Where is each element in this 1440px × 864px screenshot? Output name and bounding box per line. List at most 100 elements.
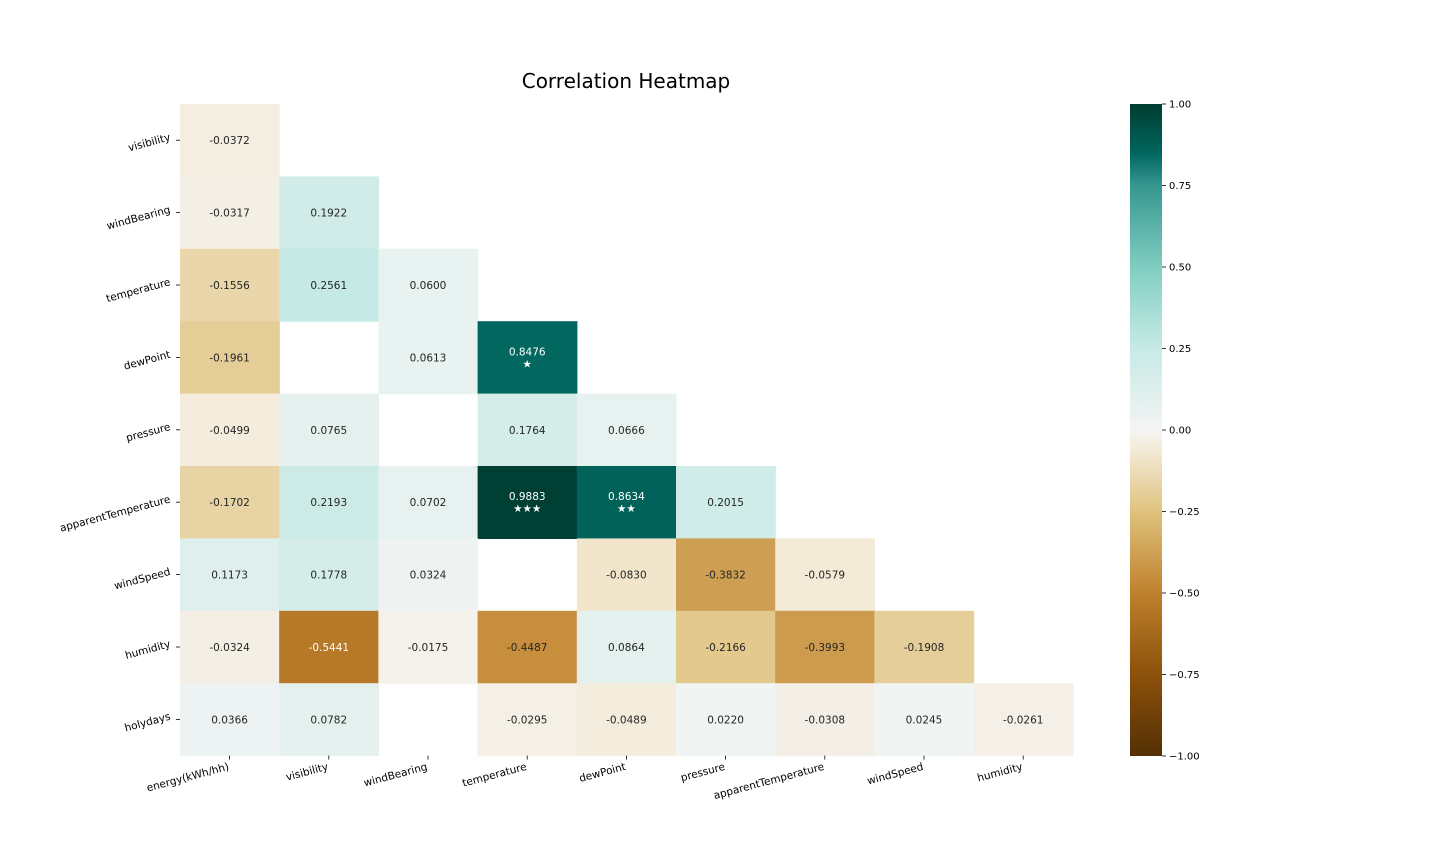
heatmap-cell <box>576 538 677 612</box>
cell-value-label: -0.0295 <box>507 714 548 726</box>
y-tick-label: windBearing <box>105 204 171 233</box>
heatmap-cell <box>676 538 776 612</box>
x-tick-label: visibility <box>285 761 330 784</box>
heatmap-cell <box>775 538 875 612</box>
cell-value-label: -0.1556 <box>209 280 250 292</box>
heatmap-cell <box>279 683 379 757</box>
y-tick-label: temperature <box>105 276 172 305</box>
colorbar-tick-label: 1.00 <box>1169 100 1191 111</box>
x-tick-label: temperature <box>461 761 528 790</box>
heatmap-cell <box>874 610 975 684</box>
y-tick-label: holydays <box>123 711 172 735</box>
cell-value-label: 0.0600 <box>410 280 447 292</box>
cell-value-label: -0.0579 <box>805 570 846 582</box>
y-axis: visibility windBearing temperature dewPoint… <box>59 132 180 735</box>
cell-value-label: 0.1778 <box>310 570 347 582</box>
cell-value-label: -0.5441 <box>309 642 350 654</box>
heatmap-cell <box>676 466 776 539</box>
heatmap-cell <box>576 610 677 684</box>
cell-significance-stars: ★ <box>522 358 531 370</box>
x-tick-label: humidity <box>976 761 1024 785</box>
heatmap-cell <box>180 683 280 757</box>
heatmap-cell <box>576 683 677 757</box>
cell-value-label: -0.1908 <box>904 642 945 654</box>
colorbar-gradient <box>1130 104 1162 756</box>
cell-value-label: -0.0261 <box>1003 714 1044 726</box>
heatmap-cell <box>378 610 479 684</box>
heatmap-cell <box>279 393 379 467</box>
colorbar-tick-label: −0.25 <box>1169 507 1200 518</box>
heatmap-cell <box>775 610 875 684</box>
cell-value-label: -0.0324 <box>209 642 250 654</box>
heatmap-cell <box>180 393 280 467</box>
x-tick-label: windBearing <box>362 761 428 790</box>
y-tick-label: apparentTemperature <box>59 494 172 535</box>
cell-value-label: -0.0308 <box>805 714 846 726</box>
cell-value-label: 0.2193 <box>310 497 347 509</box>
cell-value-label: 0.0782 <box>310 714 347 726</box>
x-tick-label: pressure <box>679 761 726 784</box>
cell-value-label: 0.2015 <box>707 497 744 509</box>
cell-value-label: -0.1961 <box>209 352 250 364</box>
y-tick-label: humidity <box>124 638 172 662</box>
colorbar-tick-label: −1.00 <box>1169 752 1200 763</box>
heatmap-cell <box>576 466 677 539</box>
cell-value-label: 0.0702 <box>410 497 447 509</box>
heatmap-cells: -0.0372 -0.0317 0.1922 -0.1556 0.2561 0.0600 -… <box>180 104 1074 757</box>
heatmap-cell <box>378 248 479 322</box>
y-tick-label: dewPoint <box>123 349 172 373</box>
cell-value-label: -0.3832 <box>705 570 746 582</box>
heatmap-cell <box>477 466 578 539</box>
cell-value-label: -0.0175 <box>408 642 449 654</box>
cell-value-label: 0.0666 <box>608 425 645 437</box>
heatmap-cell <box>279 610 379 684</box>
cell-value-label: 0.0245 <box>906 714 943 726</box>
x-tick-label: windSpeed <box>866 761 925 788</box>
colorbar-tick-label: 0.00 <box>1169 426 1191 437</box>
heatmap-cell <box>477 610 578 684</box>
heatmap-cell <box>180 248 280 322</box>
heatmap-cell <box>180 176 280 250</box>
cell-value-label: 0.9883 <box>509 491 546 503</box>
cell-value-label: 0.1173 <box>211 570 248 582</box>
cell-value-label: -0.4487 <box>507 642 548 654</box>
y-tick-label: windSpeed <box>113 566 172 593</box>
cell-value-label: 0.0366 <box>211 714 248 726</box>
heatmap-cell <box>279 538 379 612</box>
cell-value-label: -0.3993 <box>805 642 846 654</box>
heatmap-cell <box>775 683 875 757</box>
colorbar: 1.00 0.75 0.50 0.25 0.00 −0.25 −0.50 −0.75 −1.00 <box>1130 100 1200 763</box>
colorbar-tick-label: 0.25 <box>1169 344 1191 355</box>
heatmap-cell <box>180 104 280 177</box>
heatmap-cell <box>180 538 280 612</box>
cell-value-label: 0.0765 <box>310 425 347 437</box>
cell-value-label: -0.0489 <box>606 714 647 726</box>
heatmap-cell <box>279 248 379 322</box>
cell-value-label: -0.0372 <box>209 135 250 147</box>
heatmap-cell <box>477 683 578 757</box>
cell-value-label: 0.8476 <box>509 346 546 358</box>
cell-value-label: 0.0324 <box>410 570 447 582</box>
heatmap-cell <box>180 321 280 395</box>
cell-value-label: 0.0864 <box>608 642 645 654</box>
heatmap-cell <box>973 683 1074 757</box>
x-tick-label: apparentTemperature <box>712 761 825 802</box>
cell-value-label: 0.8634 <box>608 491 645 503</box>
y-tick-label: pressure <box>125 421 172 444</box>
heatmap-cell <box>576 393 677 467</box>
cell-significance-stars: ★★ <box>617 503 636 515</box>
cell-value-label: 0.1922 <box>310 208 347 220</box>
heatmap-cell <box>676 610 776 684</box>
cell-value-label: -0.1702 <box>209 497 250 509</box>
x-tick-label: dewPoint <box>578 761 627 785</box>
heatmap-cell <box>477 321 578 395</box>
heatmap-cell <box>676 683 776 757</box>
heatmap-cell <box>180 610 280 684</box>
cell-value-label: -0.0317 <box>209 208 250 220</box>
cell-value-label: -0.0499 <box>209 425 250 437</box>
colorbar-tick-label: −0.50 <box>1169 589 1200 600</box>
heatmap-cell <box>378 466 479 539</box>
cell-significance-stars: ★★★ <box>513 503 541 515</box>
heatmap-cell <box>279 176 379 250</box>
